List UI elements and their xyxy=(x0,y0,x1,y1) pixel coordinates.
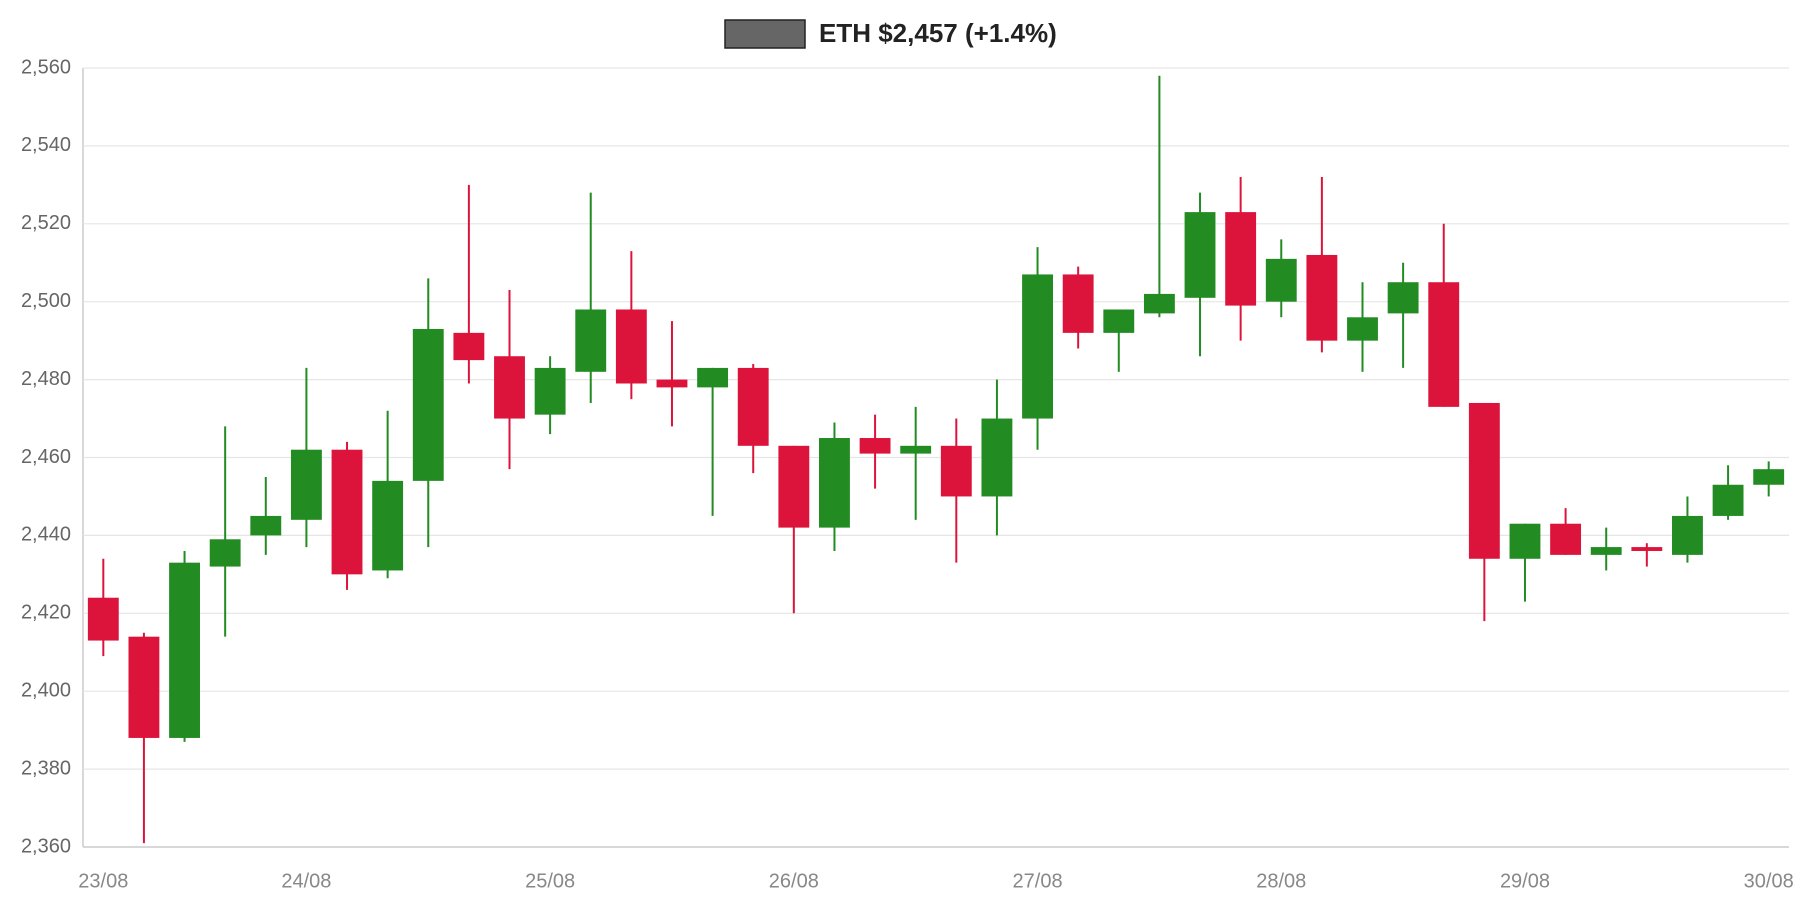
candle-body xyxy=(1306,254,1338,341)
x-tick-label: 24/08 xyxy=(281,870,331,892)
candle-body xyxy=(981,418,1013,497)
candle-body xyxy=(250,515,282,536)
x-tick-label: 28/08 xyxy=(1256,870,1306,892)
candle-body xyxy=(1184,212,1216,298)
candle-body xyxy=(575,309,607,372)
candle-body xyxy=(1509,523,1541,559)
x-tick-label: 23/08 xyxy=(78,870,128,892)
candle-body xyxy=(1347,317,1378,341)
candle-body xyxy=(1387,282,1419,314)
x-tick-label: 26/08 xyxy=(769,870,819,892)
legend-label: ETH $2,457 (+1.4%) xyxy=(819,18,1057,48)
y-tick-label: 2,400 xyxy=(21,679,71,701)
y-tick-label: 2,500 xyxy=(21,290,71,312)
candle-body xyxy=(940,445,972,497)
candle-body xyxy=(1062,274,1094,333)
y-tick-label: 2,560 xyxy=(21,56,71,78)
x-tick-label: 30/08 xyxy=(1744,870,1794,892)
y-tick-label: 2,520 xyxy=(21,212,71,234)
candle-body xyxy=(859,438,891,454)
candle-body xyxy=(453,332,485,361)
candle-body xyxy=(1712,484,1744,516)
y-tick-label: 2,440 xyxy=(21,524,71,546)
candle-body xyxy=(1468,402,1500,559)
candle-body xyxy=(819,438,850,528)
y-tick-label: 2,540 xyxy=(21,134,71,156)
candle-body xyxy=(1103,309,1135,333)
candle-body xyxy=(900,445,932,454)
candle-body xyxy=(1590,547,1622,555)
y-tick-label: 2,460 xyxy=(21,446,71,468)
candle-body xyxy=(209,539,241,567)
candle-body xyxy=(1022,274,1053,419)
candle-body xyxy=(412,328,444,481)
x-tick-label: 29/08 xyxy=(1500,870,1550,892)
y-tick-label: 2,480 xyxy=(21,368,71,390)
candle-body xyxy=(697,367,729,388)
x-tick-label: 25/08 xyxy=(525,870,575,892)
y-tick-label: 2,360 xyxy=(21,835,71,857)
candle-body xyxy=(656,379,688,388)
candle-body xyxy=(1672,515,1703,555)
legend-swatch xyxy=(724,19,806,49)
candle-body xyxy=(1753,469,1785,485)
candle-body xyxy=(87,597,119,641)
candle-body xyxy=(534,367,566,415)
candle-body xyxy=(169,562,200,738)
x-tick-label: 27/08 xyxy=(1013,870,1063,892)
candle-body xyxy=(1550,523,1582,555)
candle-body xyxy=(372,480,404,571)
candle-body xyxy=(615,309,647,384)
candle-body xyxy=(1225,212,1257,306)
candle-body xyxy=(1265,258,1297,302)
candle-body xyxy=(778,445,810,528)
candle-body xyxy=(494,356,525,419)
candle-body xyxy=(1428,282,1460,407)
y-tick-label: 2,380 xyxy=(21,757,71,779)
candle-body xyxy=(1631,547,1663,551)
candle-body xyxy=(290,449,322,520)
candle-body xyxy=(128,636,160,738)
candle-body xyxy=(331,449,363,575)
y-tick-label: 2,420 xyxy=(21,602,71,624)
candle-body xyxy=(737,367,769,446)
candle-body xyxy=(1143,293,1175,314)
